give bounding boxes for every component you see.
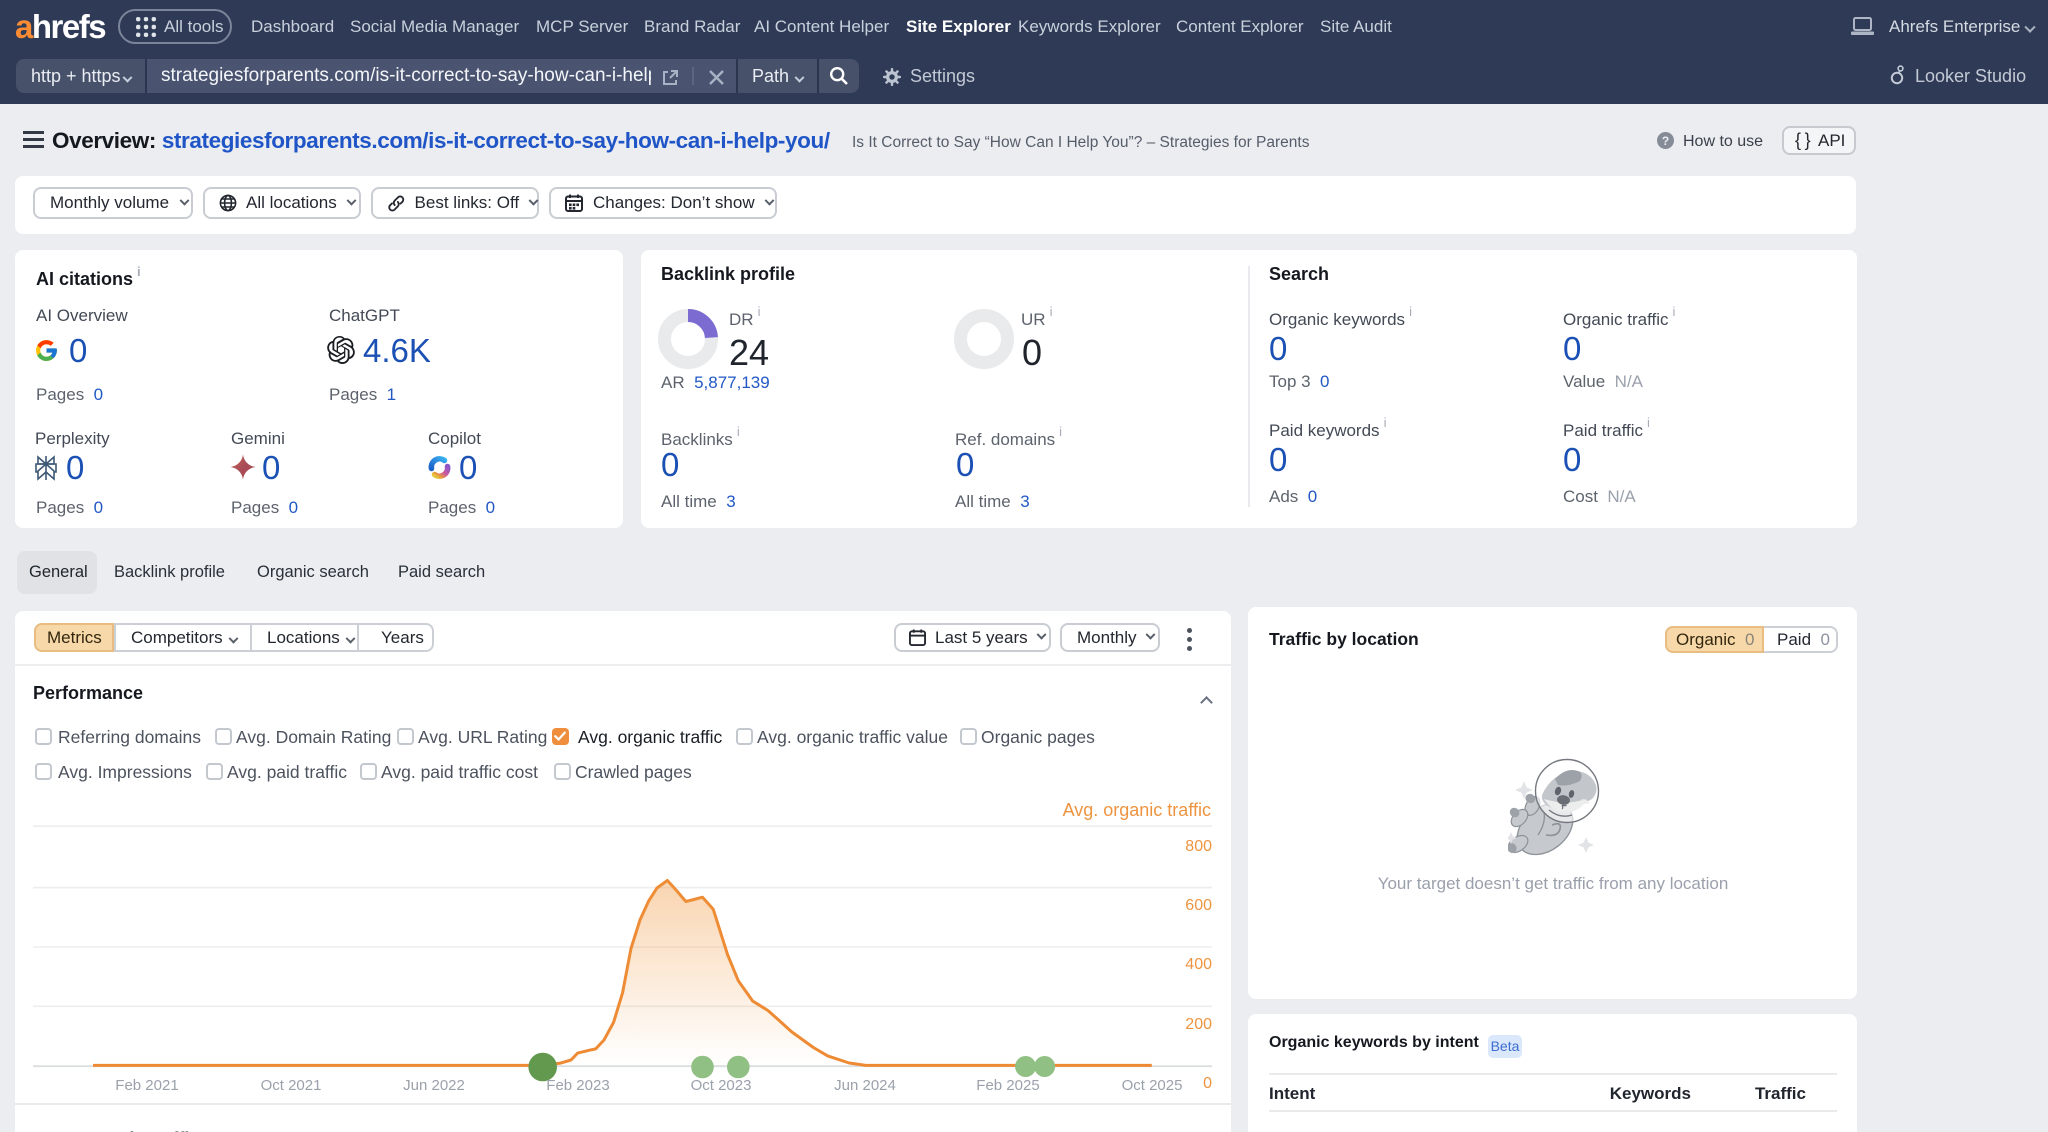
svg-text:?: ?	[1662, 134, 1669, 148]
